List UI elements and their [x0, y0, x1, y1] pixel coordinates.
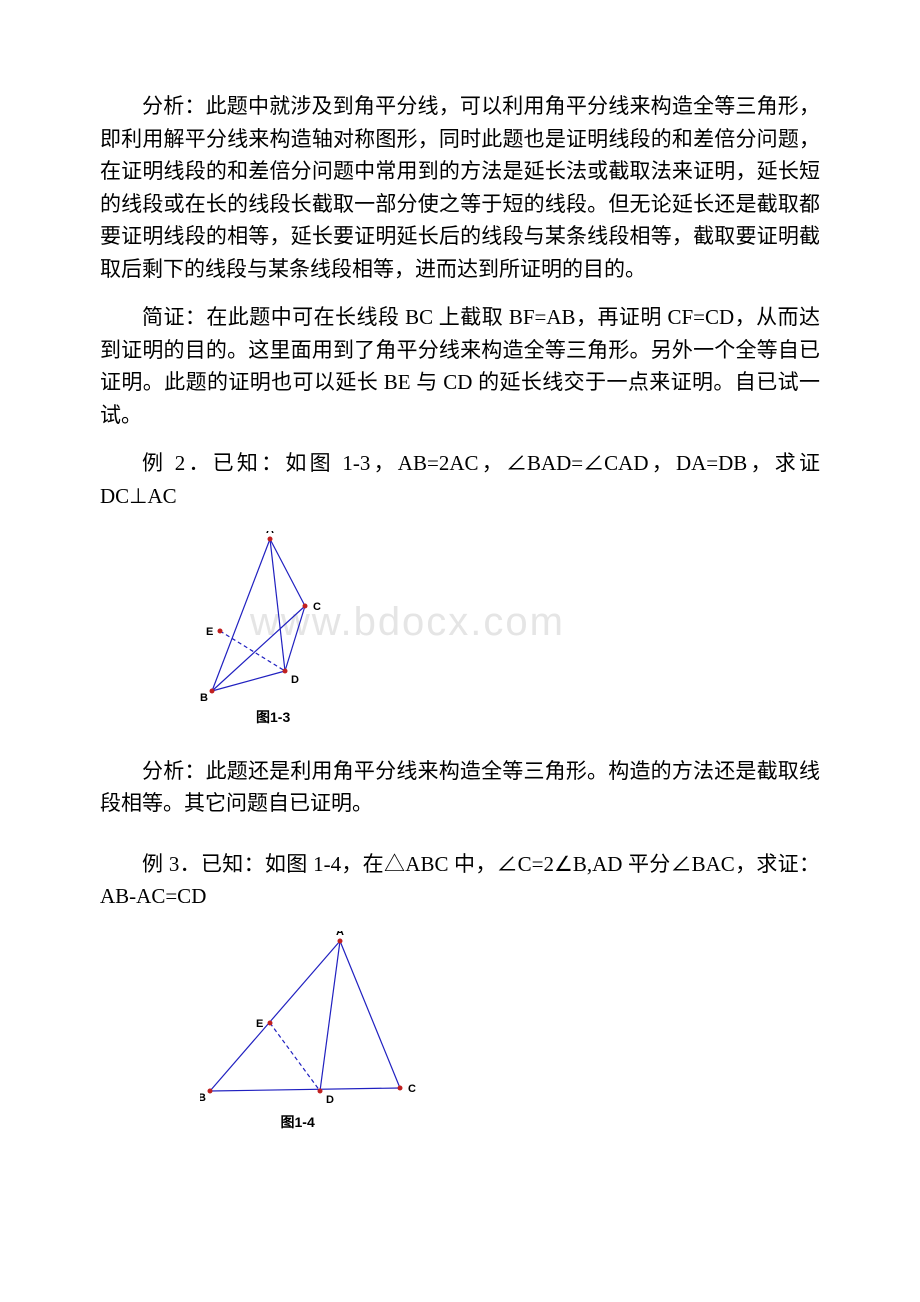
- page-content: 分析：此题中就涉及到角平分线，可以利用角平分线来构造全等三角形，即利用解平分线来…: [100, 90, 820, 1136]
- svg-text:B: B: [200, 692, 208, 704]
- svg-text:D: D: [326, 1094, 334, 1106]
- analysis-paragraph-1: 分析：此题中就涉及到角平分线，可以利用角平分线来构造全等三角形，即利用解平分线来…: [100, 90, 820, 285]
- analysis-paragraph-2: 分析：此题还是利用角平分线来构造全等三角形。构造的方法还是截取线段相等。其它问题…: [100, 755, 820, 820]
- figure-1-3: A C E D B 图1-3: [200, 531, 820, 731]
- svg-text:E: E: [256, 1018, 263, 1030]
- svg-text:B: B: [200, 1092, 206, 1104]
- example-2-statement: 例 2．已知：如图 1-3，AB=2AC，∠BAD=∠CAD，DA=DB，求证 …: [100, 447, 820, 512]
- svg-text:C: C: [408, 1083, 416, 1095]
- svg-text:图1-4: 图1-4: [281, 1114, 315, 1130]
- svg-text:A: A: [266, 531, 274, 536]
- brief-proof-paragraph: 简证：在此题中可在长线段 BC 上截取 BF=AB，再证明 CF=CD，从而达到…: [100, 301, 820, 431]
- svg-text:E: E: [206, 626, 213, 638]
- svg-text:D: D: [291, 674, 299, 686]
- example-3-statement: 例 3．已知：如图 1-4，在△ABC 中，∠C=2∠B,AD 平分∠BAC，求…: [100, 848, 820, 913]
- svg-text:图1-3: 图1-3: [256, 709, 290, 725]
- figure-1-4: A E B D C 图1-4: [200, 931, 820, 1136]
- svg-text:C: C: [313, 601, 321, 613]
- svg-text:A: A: [336, 931, 344, 938]
